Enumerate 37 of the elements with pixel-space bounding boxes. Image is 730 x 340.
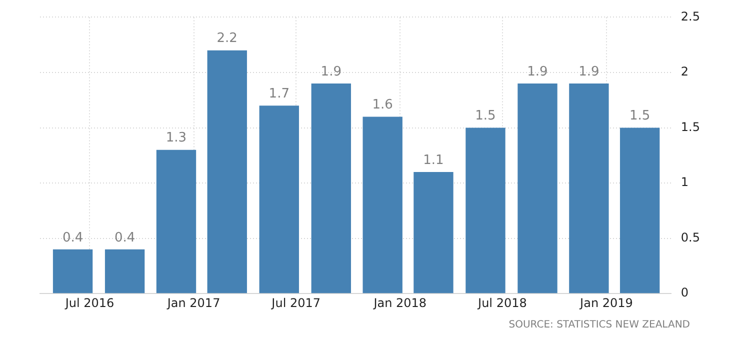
data-label: 1.6 [372, 98, 393, 113]
data-label: 0.4 [114, 230, 136, 246]
y-tick-label: 0.5 [680, 230, 700, 244]
data-label: 0.4 [62, 230, 84, 246]
data-label: 1.1 [423, 152, 444, 168]
data-label: 1.5 [475, 108, 496, 124]
x-tick-label: Jul 2017 [270, 296, 321, 310]
data-label: 1.5 [629, 108, 650, 124]
x-tick-label: Jul 2018 [477, 296, 527, 310]
y-tick-label: 1 [680, 175, 689, 190]
data-label: 1.9 [578, 64, 600, 80]
x-tick-label: Jan 2018 [372, 296, 427, 310]
bar [569, 84, 609, 294]
bar [52, 249, 93, 294]
data-label: 1.9 [320, 64, 342, 80]
x-tick-label: Jul 2016 [64, 296, 114, 310]
y-tick-label: 2.5 [680, 9, 700, 24]
data-label: 1.7 [268, 86, 290, 102]
bar [156, 150, 196, 294]
bar [104, 249, 145, 294]
bar [207, 50, 247, 294]
y-tick-label: 0 [680, 286, 689, 300]
bar [518, 84, 558, 294]
y-tick-label: 2 [680, 64, 689, 79]
x-tick-label: Jan 2017 [166, 296, 220, 310]
data-label: 2.2 [216, 31, 238, 46]
bar [259, 106, 299, 294]
source-note: SOURCE: STATISTICS NEW ZEALAND [508, 320, 690, 331]
bar [620, 128, 660, 294]
bar [414, 172, 454, 294]
bar [466, 128, 506, 294]
bar [311, 84, 351, 294]
bar [362, 116, 402, 294]
data-label: 1.3 [166, 130, 187, 146]
data-label: 1.9 [527, 64, 548, 80]
x-tick-label: Jan 2019 [579, 296, 633, 310]
y-tick-label: 1.5 [680, 120, 700, 134]
